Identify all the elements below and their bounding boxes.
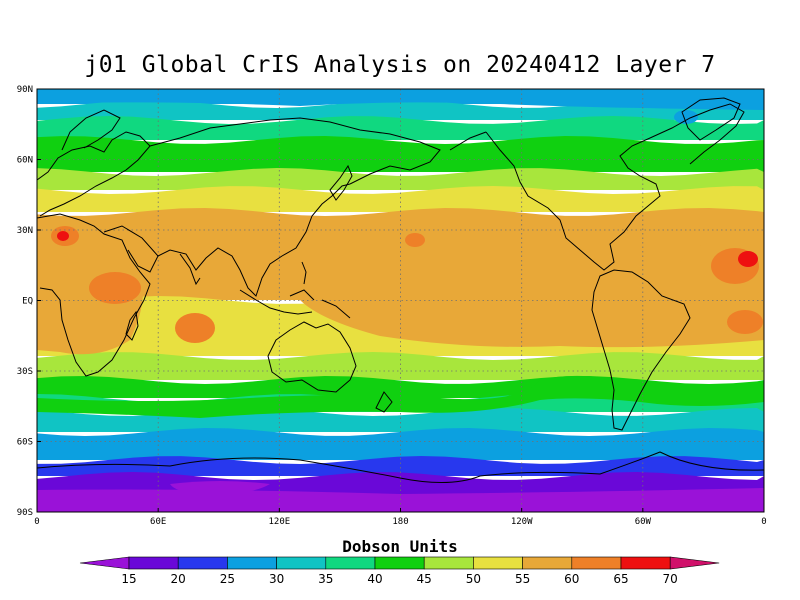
colorbar-swatch [374, 556, 425, 570]
colorbar-swatch [620, 556, 671, 570]
latitude-labels: 90N 60N 30N EQ 30S 60S 90S [17, 85, 41, 518]
colorbar-level-label: 30 [269, 572, 284, 586]
colorbar-level-label: 20 [171, 572, 186, 586]
colorbar-level-label: 60 [564, 572, 579, 586]
lat-tick-label: 30N [17, 226, 33, 236]
colorbar-swatch [325, 556, 376, 570]
colorbar-level-label: 70 [663, 572, 678, 586]
atlantic-max [738, 251, 758, 267]
colorbar-level-label: 55 [515, 572, 530, 586]
south-america-coast [591, 269, 691, 431]
lon-tick-label: 180 [392, 517, 408, 527]
colorbar-level-label: 40 [367, 572, 382, 586]
map-title: j01 Global CrIS Analysis on 20240412 Lay… [84, 52, 716, 78]
field-band [37, 352, 764, 380]
colorbar-swatch [473, 556, 523, 570]
coastlines [37, 97, 764, 483]
tropic-orange-blob [300, 278, 764, 348]
greenland [681, 97, 741, 141]
pacific-hot [405, 233, 425, 247]
sahara-max [57, 231, 69, 241]
india-coast [179, 253, 201, 286]
lat-tick-label: 60N [17, 156, 33, 166]
lon-tick-label: 0 [34, 517, 39, 527]
colorbar-swatch [79, 556, 130, 570]
asia-north-coast [149, 117, 441, 185]
lon-tick-label: 60W [635, 517, 652, 527]
lat-tick-label: 90N [17, 85, 33, 95]
south-green-wave [37, 375, 764, 418]
colorbar-level-label: 45 [417, 572, 432, 586]
europe-coast [37, 131, 151, 217]
colorbar-swatch [571, 556, 622, 570]
colorbar-swatch [522, 556, 573, 570]
antarctica-coast [37, 451, 764, 483]
colorbar-swatch [177, 556, 228, 570]
colorbar-level-label: 35 [318, 572, 333, 586]
lat-tick-label: 30S [17, 367, 33, 377]
colorbar-swatch [128, 556, 179, 570]
lon-tick-label: 120W [511, 517, 533, 527]
lon-tick-label: 0 [761, 517, 766, 527]
indian-hot [175, 313, 215, 343]
field-band [37, 186, 764, 212]
lon-tick-label: 60E [150, 517, 166, 527]
longitude-labels: 0 60E 120E 180 120W 60W 0 [34, 508, 767, 527]
australia-coast [267, 321, 357, 393]
asia-south-coast [157, 183, 351, 297]
africa-hot-core [89, 272, 141, 304]
field-band [37, 428, 764, 460]
lat-tick-label: EQ [22, 297, 33, 307]
field-band [37, 456, 764, 476]
scandinavia-coast [61, 109, 121, 151]
colorbar-swatch [423, 556, 474, 570]
north-orange-blob [37, 220, 440, 250]
colorbar-level-label: 25 [220, 572, 235, 586]
ozone-field [37, 89, 764, 512]
japan [329, 164, 353, 201]
philippines [301, 261, 307, 285]
field-band [37, 116, 764, 140]
south-atl-hot [727, 310, 763, 334]
colorbar-level-label: 15 [121, 572, 136, 586]
arctic-low-blob [674, 110, 698, 124]
arabia-coast [103, 225, 159, 273]
colorbar-swatch [276, 556, 327, 570]
alaska [449, 131, 487, 151]
colorbar-level-label: 50 [466, 572, 481, 586]
colorbar: 15 20 25 30 35 40 45 50 55 60 65 70 [79, 556, 720, 586]
colorbar-level-label: 65 [613, 572, 628, 586]
new-zealand [375, 391, 393, 413]
colorbar-units-label: Dobson Units [342, 537, 458, 556]
colorbar-swatch [227, 556, 277, 570]
lat-tick-label: 60S [17, 438, 33, 448]
field-band [37, 136, 764, 172]
lat-tick-label: 90S [17, 508, 33, 518]
lon-tick-label: 120E [268, 517, 290, 527]
colorbar-swatch [669, 556, 720, 570]
indonesia [239, 289, 351, 319]
graticule [37, 89, 764, 512]
north-america-coast [485, 103, 745, 271]
africa-coast [37, 213, 151, 377]
madagascar [125, 310, 139, 341]
